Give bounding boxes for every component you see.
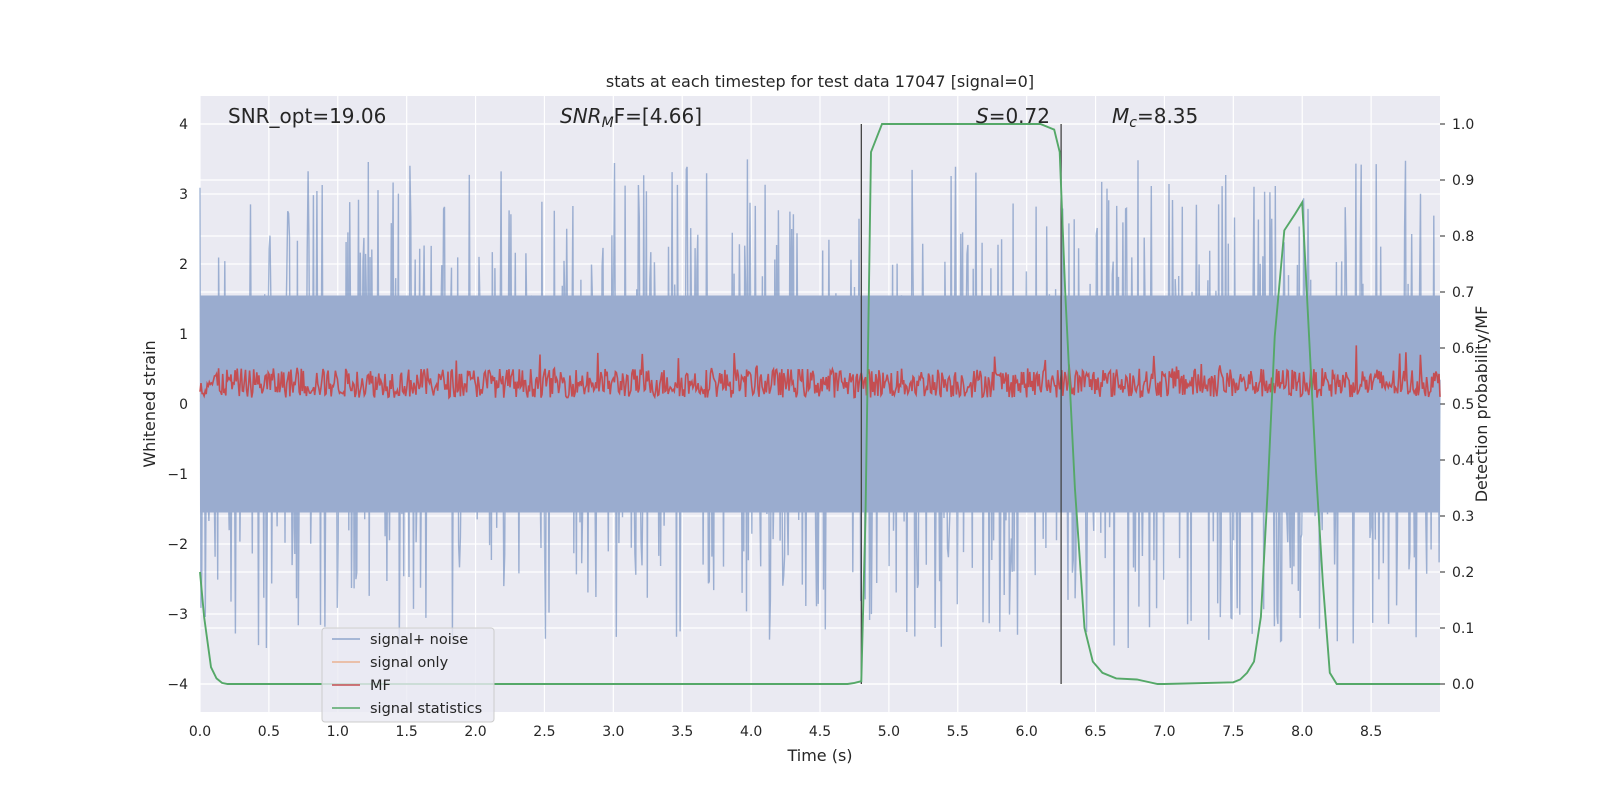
y-right-tick-label: 0.6 — [1452, 341, 1474, 357]
legend: signal+ noise signal only MF signal stat… — [321, 627, 495, 723]
y-left-tick-label: 3 — [179, 187, 188, 203]
y-right-tick-label: 0.5 — [1452, 397, 1474, 413]
y-right-tick-label: 0.7 — [1452, 285, 1474, 301]
y-left-tick-label: −2 — [167, 537, 188, 553]
series-signal-noise — [199, 159, 1441, 649]
x-tick-labels: 0.0 0.5 1.0 1.5 2.0 2.5 3.0 3.5 4.0 4.5 5.0 5.5 6.0 6… — [189, 724, 1382, 740]
legend-label-mf: MF — [370, 678, 391, 694]
detection-markers — [860, 124, 1062, 684]
x-tick-label: 5.5 — [947, 724, 969, 740]
annotation-mc-rest: =8.35 — [1137, 104, 1198, 128]
x-tick-label: 1.0 — [327, 724, 349, 740]
y-right-tick-label: 0.8 — [1452, 229, 1474, 245]
x-tick-label: 4.5 — [809, 724, 831, 740]
x-tick-label: 5.0 — [878, 724, 900, 740]
annotation-mc-sub: c — [1129, 115, 1137, 131]
x-axis-label: Time (s) — [786, 746, 852, 765]
y-left-axis-label: Whitened strain — [140, 340, 159, 467]
y-right-tick-labels: 0.0 0.1 0.2 0.3 0.4 0.5 0.6 0.7 0.8 0.9 1.0 — [1452, 117, 1474, 693]
y-left-tick-label: 0 — [179, 397, 188, 413]
annotation-snr-opt: SNR_opt=19.06 — [228, 104, 386, 128]
x-tick-label: 7.5 — [1222, 724, 1244, 740]
annotation-s-var: S — [976, 104, 989, 128]
y-right-tick-label: 1.0 — [1452, 117, 1474, 133]
y-left-tick-labels: −4 −3 −2 −1 0 1 2 3 4 — [167, 117, 188, 693]
annotation-s: S=0.72 — [976, 104, 1050, 128]
x-tick-label: 8.5 — [1360, 724, 1382, 740]
annotation-snr-mf-rest: F=[4.66] — [614, 104, 702, 128]
y-right-tick-label: 0.3 — [1452, 509, 1474, 525]
y-left-tick-label: 2 — [179, 257, 188, 273]
y-left-tick-label: 4 — [179, 117, 188, 133]
x-tick-label: 0.5 — [258, 724, 280, 740]
annotation-snr-mf-main: SNR — [560, 104, 602, 128]
x-tick-label: 1.5 — [396, 724, 418, 740]
x-tick-label: 2.5 — [533, 724, 555, 740]
x-tick-label: 4.0 — [740, 724, 762, 740]
legend-label-signal-statistics: signal statistics — [370, 701, 482, 717]
y-left-tick-label: −4 — [167, 677, 188, 693]
x-tick-label: 6.5 — [1084, 724, 1106, 740]
legend-label-signal-only: signal only — [370, 655, 449, 671]
y-left-tick-label: −3 — [167, 607, 188, 623]
x-tick-label: 0.0 — [189, 724, 211, 740]
x-tick-label: 2.0 — [464, 724, 486, 740]
annotation-snr-mf: SNRMF=[4.66] — [560, 104, 702, 131]
x-tick-label: 3.5 — [671, 724, 693, 740]
y-right-tick-label: 0.1 — [1452, 621, 1474, 637]
x-tick-label: 7.0 — [1153, 724, 1175, 740]
series-signal-noise-band — [200, 295, 1440, 513]
annotation-mc: Mc=8.35 — [1112, 104, 1198, 131]
series-mf — [199, 345, 1441, 400]
annotation-snr-mf-sub: M — [602, 115, 614, 131]
x-tick-label: 8.0 — [1291, 724, 1313, 740]
y-right-tick-label: 0.9 — [1452, 173, 1474, 189]
y-right-tick-label: 0.4 — [1452, 453, 1474, 469]
legend-label-signal-noise: signal+ noise — [370, 632, 468, 648]
series-mf-line — [199, 345, 1441, 400]
x-tick-label: 3.0 — [602, 724, 624, 740]
y-left-tick-label: 1 — [179, 327, 188, 343]
x-tick-label: 6.0 — [1016, 724, 1038, 740]
y-left-tick-label: −1 — [167, 467, 188, 483]
annotation-s-rest: =0.72 — [989, 104, 1050, 128]
annotation-mc-main: M — [1112, 104, 1129, 128]
y-right-tick-label: 0.2 — [1452, 565, 1474, 581]
y-right-tick-label: 0.0 — [1452, 677, 1474, 693]
legend-box — [321, 627, 495, 723]
y-right-axis-label: Detection probability/MF — [1472, 306, 1491, 503]
chart-title: stats at each timestep for test data 170… — [606, 72, 1034, 91]
